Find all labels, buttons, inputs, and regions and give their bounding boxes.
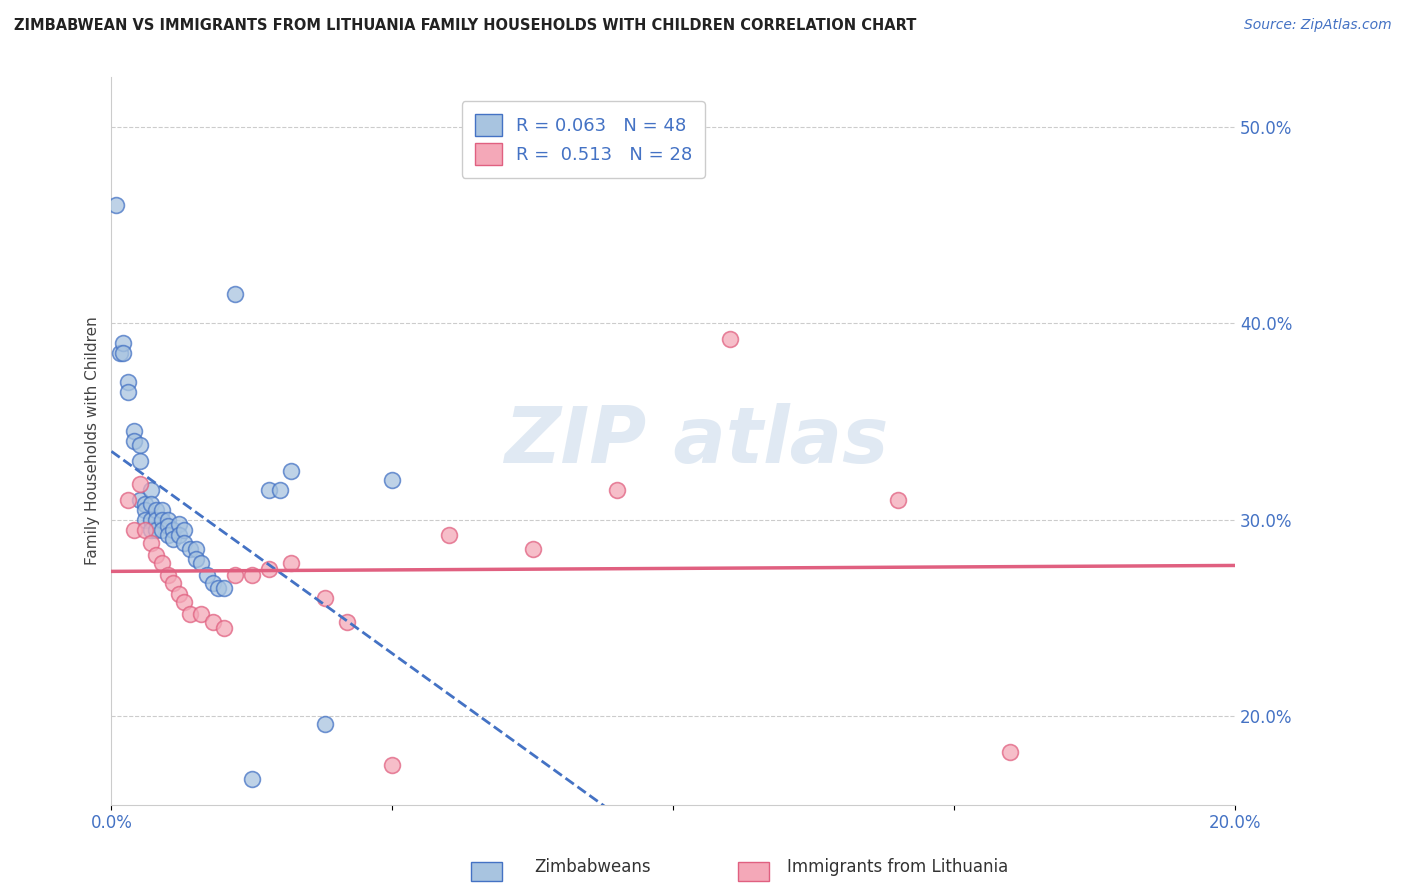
Point (111, 335, 134, 350)
Point (184, 542, 207, 557)
Point (128, 493, 150, 508)
Point (139, 536, 162, 550)
Point (162, 523, 184, 537)
Point (173, 536, 195, 550)
Point (104, 198, 127, 212)
Point (122, 523, 145, 537)
Point (240, 567, 263, 582)
Point (150, 513, 173, 527)
Text: ZIP atlas: ZIP atlas (503, 403, 889, 479)
Point (134, 523, 156, 537)
Point (162, 533, 184, 547)
Point (128, 438, 150, 452)
Point (150, 556, 173, 570)
Point (111, 345, 134, 359)
Text: Immigrants from Lithuania: Immigrants from Lithuania (787, 858, 1008, 876)
Point (145, 503, 167, 517)
Point (128, 477, 150, 491)
Point (381, 474, 404, 488)
Point (122, 424, 145, 438)
Legend: R = 0.063   N = 48, R =  0.513   N = 28: R = 0.063 N = 48, R = 0.513 N = 28 (463, 101, 704, 178)
Point (173, 523, 195, 537)
Point (139, 483, 162, 498)
Point (201, 615, 224, 629)
Point (150, 523, 173, 537)
Point (190, 607, 212, 621)
Point (162, 575, 184, 590)
Point (224, 286, 246, 301)
Point (128, 453, 150, 467)
Text: ZIMBABWEAN VS IMMIGRANTS FROM LITHUANIA FAMILY HOUSEHOLDS WITH CHILDREN CORRELAT: ZIMBABWEAN VS IMMIGRANTS FROM LITHUANIA … (14, 18, 917, 33)
Point (167, 528, 190, 542)
Point (195, 567, 218, 582)
Point (145, 548, 167, 562)
Point (179, 542, 201, 557)
Point (156, 513, 179, 527)
Point (314, 591, 336, 606)
Point (156, 567, 179, 582)
Point (134, 503, 156, 517)
Point (167, 587, 190, 601)
Point (179, 607, 201, 621)
Point (207, 582, 229, 596)
Text: Source: ZipAtlas.com: Source: ZipAtlas.com (1244, 18, 1392, 32)
Point (117, 493, 139, 508)
Point (269, 483, 291, 498)
Point (117, 384, 139, 399)
Point (167, 516, 190, 531)
Point (156, 518, 179, 533)
Point (108, 345, 131, 359)
Point (145, 523, 167, 537)
Point (201, 575, 224, 590)
Point (139, 513, 162, 527)
Point (887, 493, 910, 508)
Point (280, 464, 302, 478)
Point (184, 552, 207, 566)
Point (336, 615, 359, 629)
Point (212, 582, 235, 596)
Point (606, 483, 628, 498)
Point (134, 513, 156, 527)
Point (212, 621, 235, 635)
Text: Zimbabweans: Zimbabweans (534, 858, 651, 876)
Point (381, 758, 404, 772)
Point (257, 562, 280, 576)
Point (122, 434, 145, 448)
Point (224, 567, 246, 582)
Point (437, 528, 460, 542)
Point (173, 595, 195, 609)
Point (139, 523, 162, 537)
Point (280, 556, 302, 570)
Point (718, 332, 741, 346)
Point (117, 375, 139, 389)
Point (522, 542, 544, 557)
Y-axis label: Family Households with Children: Family Households with Children (86, 317, 100, 566)
Point (145, 513, 167, 527)
Point (190, 556, 212, 570)
Point (156, 528, 179, 542)
Point (134, 497, 156, 511)
Point (139, 497, 162, 511)
Point (1000, 745, 1022, 759)
Point (314, 717, 336, 731)
Point (257, 483, 280, 498)
Point (240, 772, 263, 786)
Point (150, 503, 173, 517)
